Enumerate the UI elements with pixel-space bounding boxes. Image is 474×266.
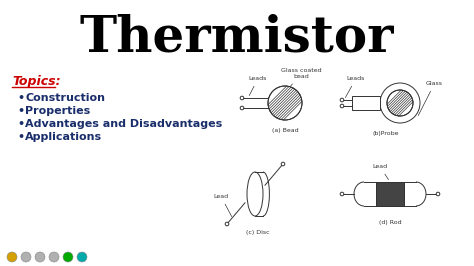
Text: Topics:: Topics: <box>12 76 61 89</box>
Text: •: • <box>17 93 24 103</box>
Text: Leads: Leads <box>249 76 267 95</box>
Circle shape <box>268 86 302 120</box>
Text: Advantages and Disadvantages: Advantages and Disadvantages <box>25 119 222 129</box>
Text: Glass coated
bead: Glass coated bead <box>281 68 321 86</box>
Circle shape <box>225 222 229 226</box>
Text: (c) Disc: (c) Disc <box>246 230 270 235</box>
Text: Leads: Leads <box>346 76 365 98</box>
Circle shape <box>77 252 87 262</box>
Circle shape <box>340 192 344 196</box>
Circle shape <box>35 252 45 262</box>
Bar <box>376 182 404 206</box>
Text: Thermistor: Thermistor <box>80 14 394 63</box>
Text: Lead: Lead <box>373 164 389 180</box>
Circle shape <box>281 162 285 166</box>
Text: •: • <box>17 119 24 129</box>
Circle shape <box>240 106 244 110</box>
Text: (a) Bead: (a) Bead <box>272 128 298 133</box>
Text: Construction: Construction <box>25 93 105 103</box>
Text: (b)Probe: (b)Probe <box>373 131 399 136</box>
Circle shape <box>21 252 31 262</box>
Text: •: • <box>17 132 24 142</box>
Bar <box>352 96 380 110</box>
Text: Properties: Properties <box>25 106 90 116</box>
Text: Glass: Glass <box>418 81 443 115</box>
Circle shape <box>7 252 17 262</box>
Text: •: • <box>17 106 24 116</box>
Text: (d) Rod: (d) Rod <box>379 220 401 225</box>
Circle shape <box>49 252 59 262</box>
Text: Applications: Applications <box>25 132 102 142</box>
Circle shape <box>240 96 244 100</box>
Circle shape <box>340 104 344 108</box>
Ellipse shape <box>247 172 263 216</box>
Text: Lead: Lead <box>213 194 232 217</box>
Circle shape <box>380 83 420 123</box>
Circle shape <box>63 252 73 262</box>
Circle shape <box>436 192 440 196</box>
Circle shape <box>387 90 413 116</box>
Circle shape <box>340 98 344 102</box>
